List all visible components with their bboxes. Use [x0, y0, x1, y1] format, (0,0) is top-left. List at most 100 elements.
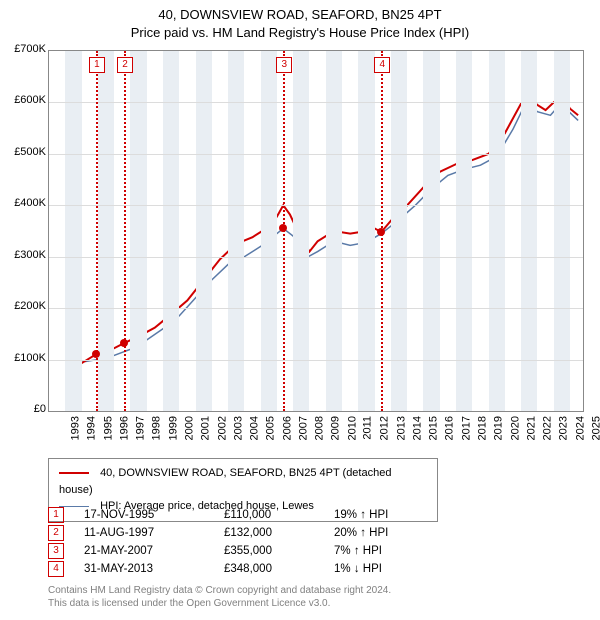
transaction-marker: 3 [276, 57, 292, 73]
x-axis-label: 2024 [574, 416, 586, 440]
title-line-2: Price paid vs. HM Land Registry's House … [0, 24, 600, 42]
transaction-price: £355,000 [224, 545, 334, 557]
x-axis-label: 2007 [297, 416, 309, 440]
x-axis-label: 2014 [411, 416, 423, 440]
x-axis-label: 1999 [167, 416, 179, 440]
transaction-point [120, 339, 128, 347]
y-axis-label: £500K [2, 146, 46, 158]
x-axis-label: 2006 [281, 416, 293, 440]
transaction-number: 3 [48, 543, 64, 559]
year-band [163, 51, 179, 411]
y-axis-label: £0 [2, 403, 46, 415]
transaction-date: 21-MAY-2007 [84, 545, 224, 557]
transaction-point [279, 224, 287, 232]
x-axis-label: 1995 [102, 416, 114, 440]
x-axis-label: 2010 [346, 416, 358, 440]
transaction-row: 4 31-MAY-2013£348,0001% ↓ HPI [48, 560, 508, 578]
x-axis-label: 1994 [86, 416, 98, 440]
year-band [391, 51, 407, 411]
transaction-delta: 1% ↓ HPI [334, 563, 454, 575]
transaction-point [92, 350, 100, 358]
chart-container: { "title_line1": "40, DOWNSVIEW ROAD, SE… [0, 0, 600, 620]
x-axis-label: 2018 [476, 416, 488, 440]
x-axis-label: 2016 [444, 416, 456, 440]
x-axis-label: 2008 [314, 416, 326, 440]
footer-line-2: This data is licensed under the Open Gov… [48, 597, 582, 610]
year-band [456, 51, 472, 411]
year-band [196, 51, 212, 411]
transaction-row: 3 21-MAY-2007£355,0007% ↑ HPI [48, 542, 508, 560]
transaction-dash [124, 51, 126, 411]
x-axis-label: 1996 [118, 416, 130, 440]
year-band [130, 51, 146, 411]
transaction-point [377, 228, 385, 236]
x-axis-label: 2009 [330, 416, 342, 440]
gridline [49, 360, 583, 361]
year-band [423, 51, 439, 411]
transaction-row: 117-NOV-1995£110,00019% ↑ HPI [48, 506, 508, 524]
x-axis-label: 2002 [216, 416, 228, 440]
x-axis-label: 2020 [509, 416, 521, 440]
x-axis-label: 1997 [135, 416, 147, 440]
x-axis-label: 2001 [200, 416, 212, 440]
transaction-row: 2 11-AUG-1997£132,00020% ↑ HPI [48, 524, 508, 542]
transaction-number: 2 [48, 525, 64, 541]
year-band [489, 51, 505, 411]
year-band [261, 51, 277, 411]
transaction-delta: 20% ↑ HPI [334, 527, 454, 539]
legend-swatch-property [59, 472, 89, 474]
x-axis-label: 2012 [379, 416, 391, 440]
y-axis-label: £600K [2, 94, 46, 106]
gridline [49, 154, 583, 155]
transactions-table: 117-NOV-1995£110,00019% ↑ HPI211-AUG-199… [48, 506, 508, 578]
year-band [358, 51, 374, 411]
transaction-price: £348,000 [224, 563, 334, 575]
x-axis-label: 2013 [395, 416, 407, 440]
gridline [49, 205, 583, 206]
gridline [49, 257, 583, 258]
x-axis-label: 2019 [493, 416, 505, 440]
y-axis-label: £400K [2, 197, 46, 209]
x-axis-label: 2004 [249, 416, 261, 440]
year-band [293, 51, 309, 411]
x-axis-label: 2003 [232, 416, 244, 440]
gridline [49, 102, 583, 103]
legend-row-property: 40, DOWNSVIEW ROAD, SEAFORD, BN25 4PT (d… [59, 465, 427, 498]
plot-area: 1234 [48, 50, 584, 412]
x-axis-label: 2015 [428, 416, 440, 440]
transaction-date: 17-NOV-1995 [84, 509, 224, 521]
x-axis-label: 1998 [151, 416, 163, 440]
x-axis-label: 2017 [460, 416, 472, 440]
year-band [65, 51, 81, 411]
transaction-number: 1 [48, 507, 64, 523]
footer: Contains HM Land Registry data © Crown c… [48, 584, 582, 610]
transaction-price: £132,000 [224, 527, 334, 539]
y-axis-label: £700K [2, 43, 46, 55]
x-axis-label: 2023 [558, 416, 570, 440]
title-line-1: 40, DOWNSVIEW ROAD, SEAFORD, BN25 4PT [0, 6, 600, 24]
transaction-price: £110,000 [224, 509, 334, 521]
x-axis-label: 2021 [525, 416, 537, 440]
x-axis-label: 2011 [362, 416, 374, 440]
x-axis-label: 2000 [183, 416, 195, 440]
transaction-marker: 4 [374, 57, 390, 73]
y-axis-label: £100K [2, 352, 46, 364]
x-axis-label: 2025 [590, 416, 600, 440]
y-axis-label: £200K [2, 300, 46, 312]
x-axis-label: 2005 [265, 416, 277, 440]
transaction-date: 31-MAY-2013 [84, 563, 224, 575]
transaction-delta: 7% ↑ HPI [334, 545, 454, 557]
year-band [326, 51, 342, 411]
footer-line-1: Contains HM Land Registry data © Crown c… [48, 584, 582, 597]
transaction-marker: 1 [89, 57, 105, 73]
year-band [521, 51, 537, 411]
x-axis-label: 2022 [542, 416, 554, 440]
x-axis-label: 1993 [69, 416, 81, 440]
gridline [49, 308, 583, 309]
transaction-number: 4 [48, 561, 64, 577]
year-band [554, 51, 570, 411]
year-band [98, 51, 114, 411]
transaction-date: 11-AUG-1997 [84, 527, 224, 539]
chart-title: 40, DOWNSVIEW ROAD, SEAFORD, BN25 4PT Pr… [0, 0, 600, 41]
y-axis-label: £300K [2, 249, 46, 261]
